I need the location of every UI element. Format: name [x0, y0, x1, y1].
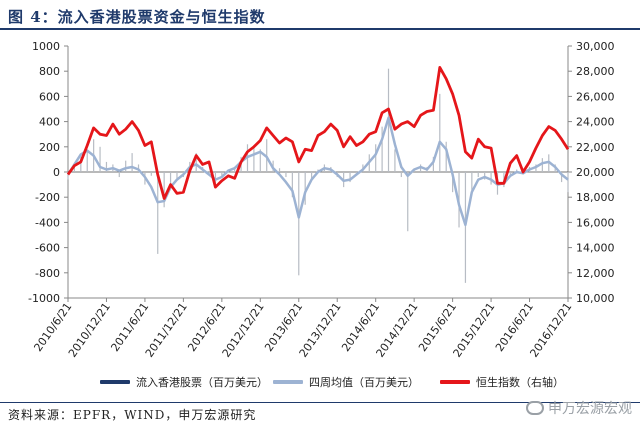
- inflow-bar: [176, 172, 178, 180]
- x-tick-label: 2016/6/21: [493, 300, 536, 354]
- legend-label-hsi: 恒生指数（右轴）: [476, 376, 564, 389]
- legend-label-inflow: 流入香港股票（百万美元）: [136, 376, 268, 389]
- inflow-bar: [298, 172, 300, 276]
- right-tick-label: 26,000: [576, 90, 615, 103]
- right-tick-label: 18,000: [576, 191, 615, 204]
- wechat-icon: [526, 401, 544, 415]
- inflow-bar: [118, 172, 120, 178]
- right-tick-label: 12,000: [576, 267, 615, 280]
- right-tick-label: 22,000: [576, 141, 615, 154]
- left-tick-label: 400: [39, 116, 60, 129]
- right-tick-label: 14,000: [576, 242, 615, 255]
- inflow-bar: [169, 172, 172, 188]
- inflow-bar: [157, 172, 159, 254]
- inflow-bar: [394, 149, 396, 172]
- inflow-bar: [304, 172, 306, 205]
- inflow-bar: [452, 172, 454, 193]
- watermark-label: 申万宏源宏观: [548, 401, 632, 417]
- hang-seng-index-line: [66, 66, 570, 200]
- inflow-bar: [86, 149, 88, 172]
- four-week-average-line: [66, 116, 569, 227]
- inflow-bar: [432, 156, 434, 172]
- right-tick-label: 30,000: [576, 40, 615, 53]
- inflow-bar: [195, 153, 197, 172]
- legend-item-inflow: 流入香港股票（百万美元）: [100, 372, 268, 392]
- left-tick-label: 800: [39, 65, 60, 78]
- left-tick-label: 1000: [32, 40, 60, 53]
- inflow-bar: [291, 172, 293, 198]
- x-tick-label: 2013/6/21: [262, 300, 305, 354]
- inflow-bar: [567, 172, 569, 193]
- right-tick-label: 20,000: [576, 166, 615, 179]
- left-tick-label: 200: [39, 141, 60, 154]
- right-tick-label: 16,000: [576, 216, 615, 229]
- inflow-bar: [407, 172, 409, 232]
- legend-swatch-inflow: [100, 380, 130, 384]
- left-tick-label: -200: [35, 191, 60, 204]
- left-tick-label: -600: [35, 242, 60, 255]
- inflow-bar: [253, 146, 255, 172]
- inflow-bar: [516, 169, 518, 172]
- inflow-bar: [471, 172, 473, 195]
- figure-title: 图 4：流入香港股票资金与恒生指数: [8, 8, 266, 26]
- left-tick-label: 600: [39, 90, 60, 103]
- x-tick-label: 2012/6/21: [185, 300, 228, 354]
- legend-swatch-avg: [273, 380, 303, 384]
- left-tick-label: -800: [35, 267, 60, 280]
- inflow-bar: [375, 144, 377, 172]
- inflow-bar: [400, 172, 402, 178]
- inflow-bar: [99, 146, 101, 172]
- right-tick-label: 28,000: [576, 65, 615, 78]
- x-tick-label: 2010/6/21: [31, 300, 74, 354]
- inflow-bar: [259, 149, 261, 172]
- right-tick-label: 24,000: [576, 116, 615, 129]
- legend-item-hsi: 恒生指数（右轴）: [440, 372, 564, 392]
- inflow-bar: [541, 158, 543, 172]
- inflow-bar: [278, 168, 281, 172]
- inflow-bar: [73, 166, 76, 172]
- inflow-bar: [445, 141, 447, 172]
- inflow-bar: [464, 172, 467, 283]
- legend-label-avg: 四周均值（百万美元）: [309, 376, 419, 389]
- x-tick-label: 2011/6/21: [108, 300, 151, 354]
- inflow-bar: [560, 172, 563, 183]
- inflow-bar: [439, 93, 441, 172]
- legend-item-avg: 四周均值（百万美元）: [273, 372, 419, 392]
- inflow-bar: [349, 172, 351, 183]
- bottom-rule: [0, 402, 640, 403]
- inflow-bar: [80, 156, 82, 172]
- x-tick-label: 2014/6/21: [339, 300, 382, 354]
- left-tick-label: 0: [53, 166, 60, 179]
- right-tick-label: 10,000: [576, 292, 615, 305]
- inflow-bar: [221, 172, 223, 178]
- inflow-bar: [285, 172, 287, 178]
- inflow-bar: [67, 172, 69, 180]
- inflow-bar: [381, 126, 383, 172]
- legend: 流入香港股票（百万美元） 四周均值（百万美元） 恒生指数（右轴）: [0, 372, 640, 394]
- inflow-bar: [310, 172, 313, 180]
- chart: 1000 800 600 400 200 0 -200 -400 -600 -800 -1000 30…: [28, 40, 615, 360]
- inflow-bar: [131, 153, 133, 172]
- source-note: 资料来源：EPFR，WIND，申万宏源研究: [8, 408, 257, 422]
- left-tick-label: -400: [35, 216, 60, 229]
- inflow-bar: [509, 172, 511, 176]
- inflow-bar: [150, 172, 152, 176]
- inflow-bar: [477, 172, 479, 178]
- inflow-bar: [214, 172, 217, 184]
- title-rule: [0, 28, 640, 30]
- inflow-bar: [105, 161, 108, 172]
- inflow-bar: [125, 160, 127, 172]
- legend-swatch-hsi: [440, 380, 470, 384]
- watermark: 申万宏源宏观: [526, 398, 632, 418]
- left-tick-label: -1000: [28, 292, 60, 305]
- x-tick-label: 2015/6/21: [416, 300, 459, 354]
- inflow-bar: [163, 172, 165, 208]
